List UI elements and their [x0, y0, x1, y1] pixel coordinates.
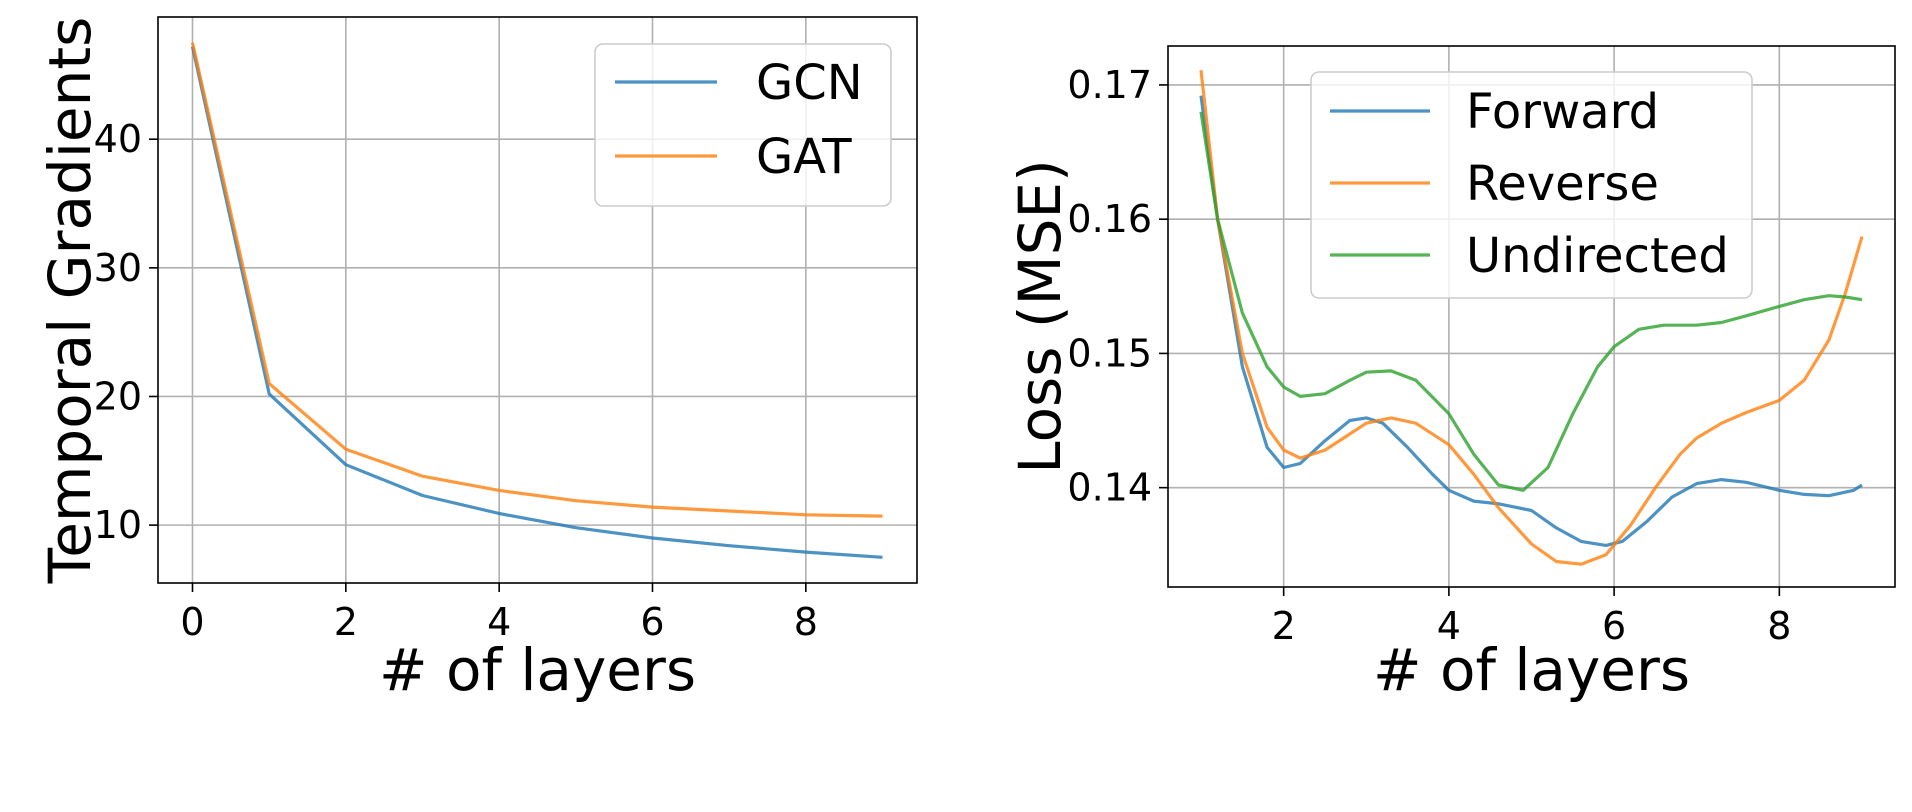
y-axis-label: Loss (MSE) — [1006, 159, 1074, 473]
series-line-gcn — [190, 46, 883, 559]
y-tick-label: 20 — [94, 374, 142, 418]
legend-label-forward: Forward — [1466, 84, 1659, 140]
chart-right-loss-mse: 2 4 6 8 0.14 0.15 0.16 0.17 # of layers Loss (MSE… — [1006, 45, 1896, 704]
x-tick-label: 4 — [487, 600, 511, 644]
legend-label-undirected: Undirected — [1466, 228, 1729, 284]
x-tick-label: 0 — [180, 600, 204, 644]
series-line-forward — [1199, 95, 1863, 548]
x-tick-label: 8 — [794, 600, 818, 644]
y-tick-label: 0.15 — [1067, 331, 1152, 375]
plot-area — [157, 16, 918, 584]
x-axis-label: # of layers — [1373, 636, 1690, 704]
y-tick-label: 0.17 — [1067, 63, 1152, 107]
x-tick-label: 4 — [1437, 604, 1461, 648]
x-axis-label: # of layers — [379, 636, 696, 704]
legend-box — [594, 43, 892, 207]
x-tick-label: 2 — [1272, 604, 1296, 648]
x-tick-label: 6 — [1602, 604, 1626, 648]
legend-box — [1310, 71, 1753, 299]
legend-label-gcn: GCN — [756, 55, 863, 111]
legend-label-gat: GAT — [756, 129, 852, 185]
series-line-gat — [190, 42, 883, 518]
chart-left-temporal-gradients: 0 2 4 6 8 10 20 30 40 # of layers Temporal Gradien… — [36, 16, 918, 704]
x-tick-label: 2 — [334, 600, 358, 644]
y-tick-label: 0.14 — [1067, 466, 1152, 510]
y-tick-label: 30 — [94, 246, 142, 290]
y-axis-label: Temporal Gradients — [36, 17, 104, 585]
series-line-reverse — [1199, 70, 1864, 566]
series-line-undirected — [1199, 111, 1863, 492]
x-tick-label: 6 — [640, 600, 664, 644]
y-tick-label: 0.16 — [1067, 197, 1152, 241]
plot-area — [1167, 45, 1896, 588]
legend: GCN GAT — [594, 43, 892, 207]
legend: Forward Reverse Undirected — [1310, 71, 1753, 299]
y-tick-label: 40 — [94, 117, 142, 161]
legend-label-reverse: Reverse — [1466, 156, 1659, 212]
y-tick-label: 10 — [94, 503, 142, 547]
x-tick-label: 8 — [1767, 604, 1791, 648]
